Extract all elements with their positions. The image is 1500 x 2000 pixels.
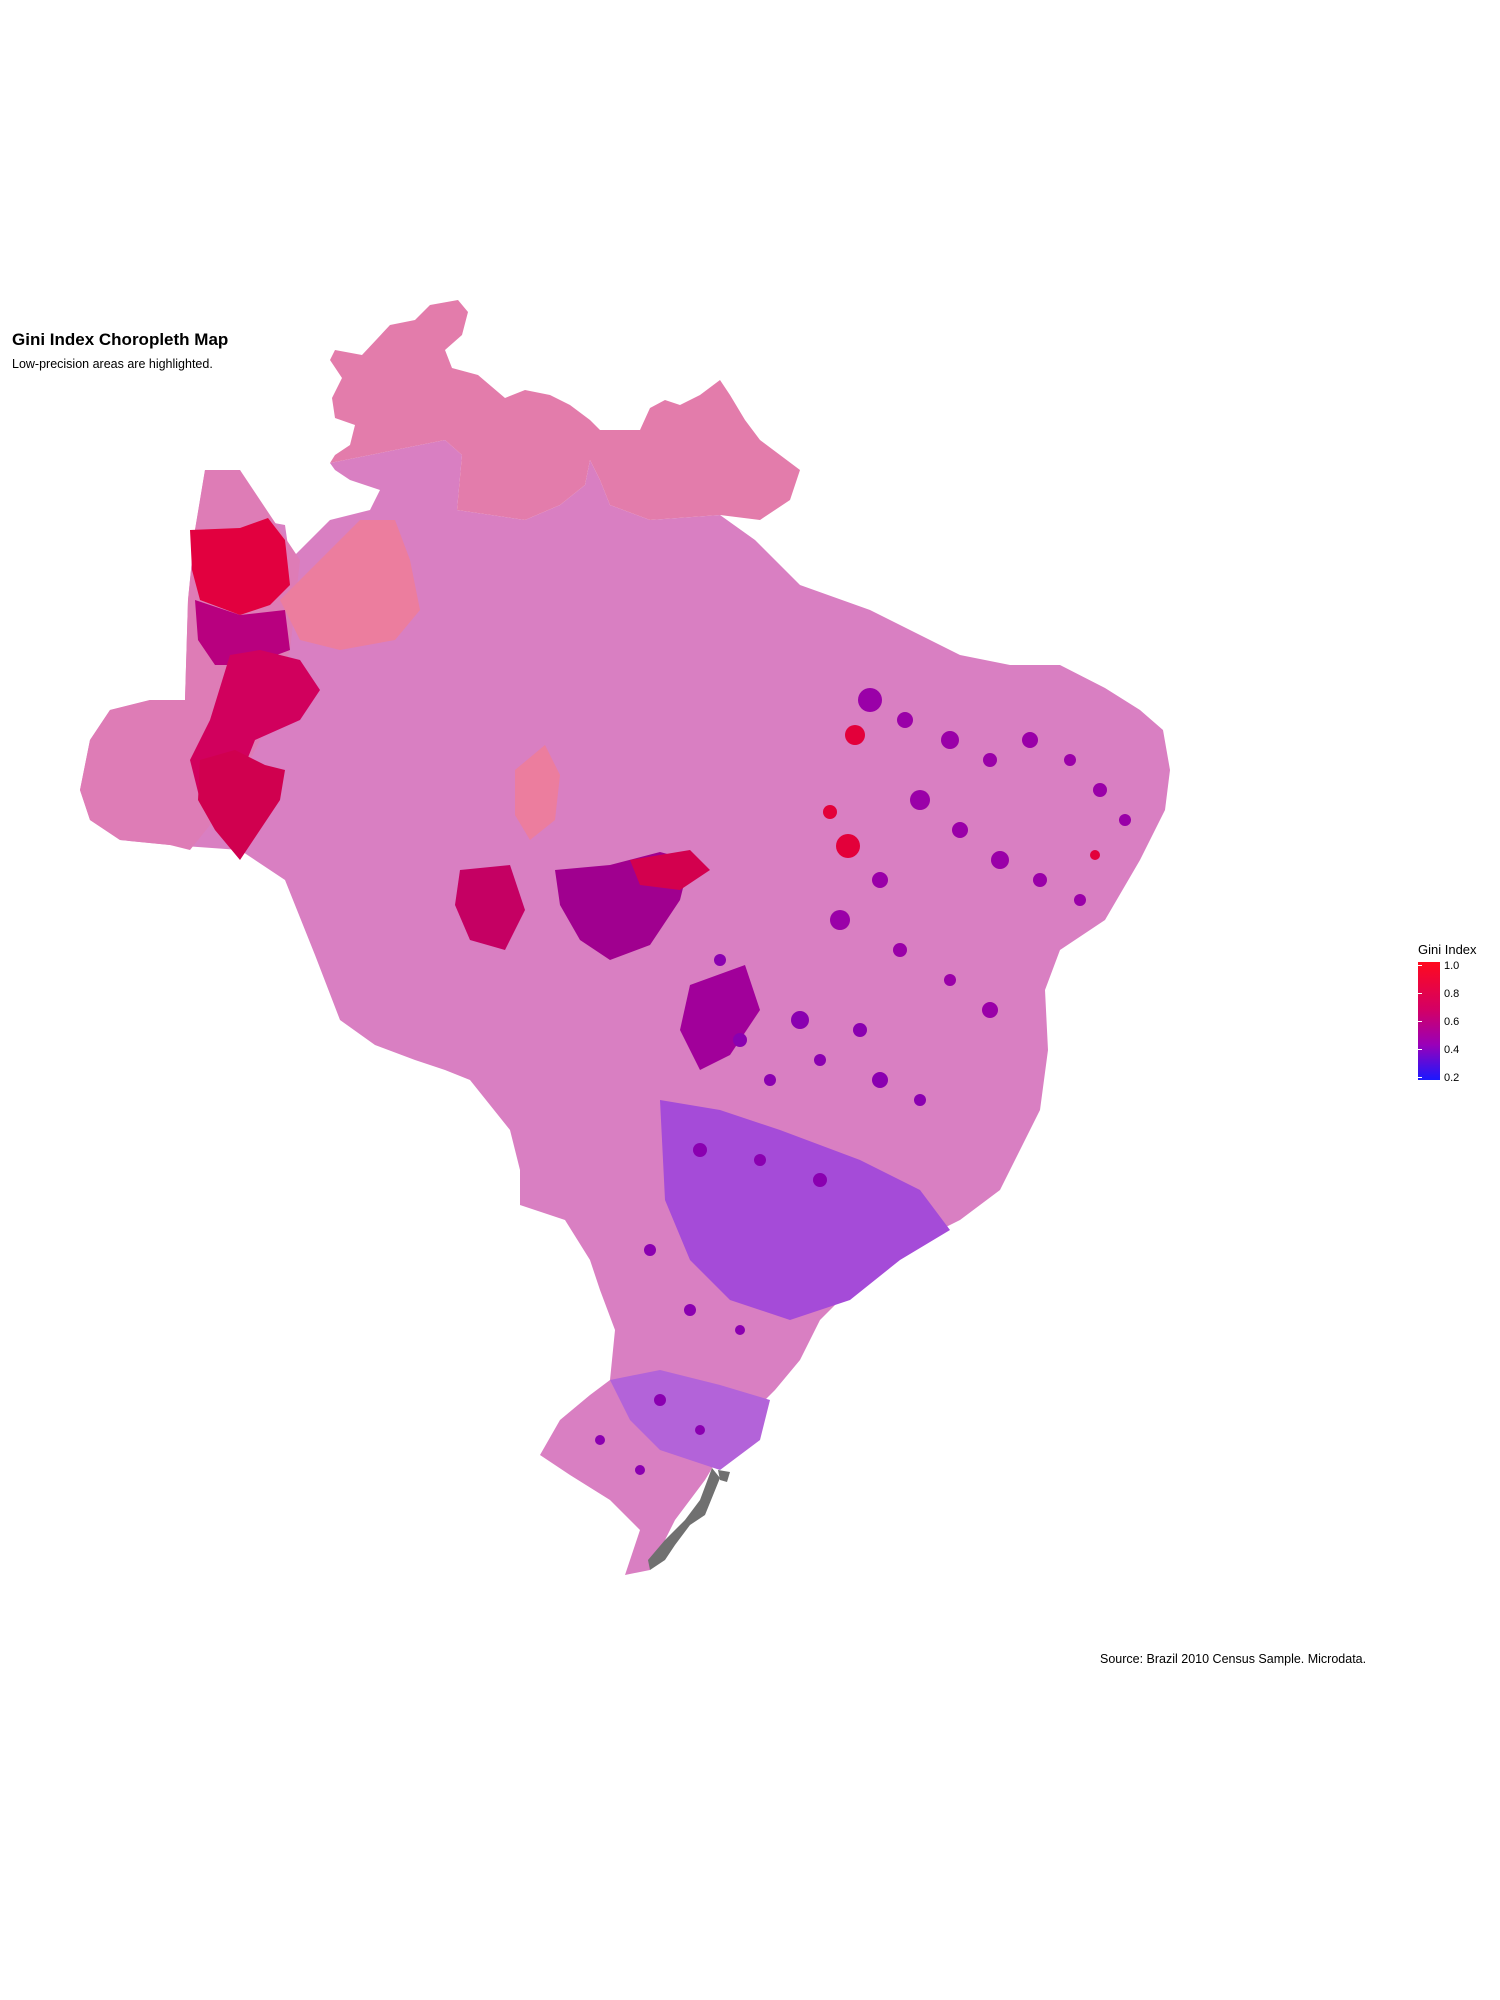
legend-tick-label: 0.8	[1444, 988, 1460, 1000]
legend-tick-label: 0.4	[1444, 1044, 1460, 1056]
low-precision-area	[280, 520, 420, 650]
missing-data-area	[648, 1468, 720, 1570]
low-gini-cluster	[610, 1370, 770, 1470]
legend-tick-mark	[1418, 1049, 1422, 1050]
central-dots	[595, 954, 926, 1475]
legend-tick-label: 0.6	[1444, 1016, 1460, 1028]
map-subtitle: Low-precision areas are highlighted.	[12, 357, 213, 371]
legend-tick-label: 0.2	[1444, 1072, 1460, 1084]
legend-tick-mark	[1418, 1021, 1422, 1022]
missing-data-area	[718, 1470, 730, 1482]
high-gini-area	[198, 750, 285, 860]
legend-tick-mark	[1418, 1077, 1422, 1078]
high-gini-area	[190, 518, 290, 615]
high-gini-area	[630, 850, 710, 890]
highlight-red-dots	[823, 725, 1100, 860]
northeast-dots	[830, 688, 1131, 1018]
legend-tick-label: 1.0	[1444, 960, 1460, 972]
low-precision-area	[515, 745, 560, 840]
legend-tick-mark	[1418, 965, 1422, 966]
source-caption: Source: Brazil 2010 Census Sample. Micro…	[1100, 1652, 1367, 1666]
color-legend: Gini Index 1.0 0.8 0.6 0.4 0.2	[1418, 942, 1498, 1084]
low-gini-cluster	[660, 1100, 950, 1320]
legend-title: Gini Index	[1418, 942, 1477, 957]
mid-gini-area	[680, 965, 760, 1070]
high-gini-area	[195, 600, 290, 665]
northern-region	[330, 300, 800, 520]
map-title: Gini Index Choropleth Map	[12, 330, 229, 349]
legend-color-bar	[1418, 962, 1440, 1080]
legend-tick-mark	[1418, 993, 1422, 994]
country-outline	[80, 440, 1170, 1575]
high-gini-area	[455, 865, 525, 950]
